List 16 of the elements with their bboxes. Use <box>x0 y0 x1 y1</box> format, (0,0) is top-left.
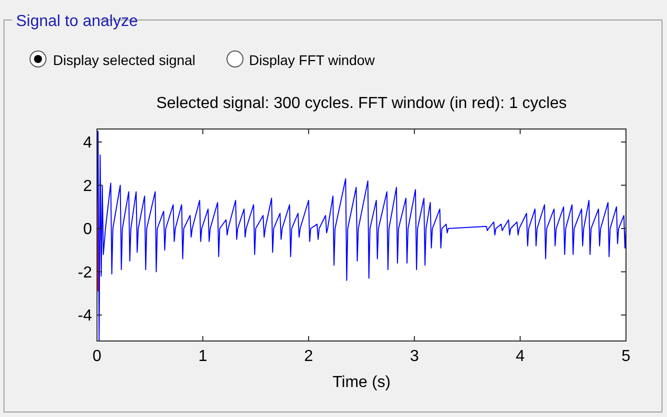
x-tick-label: 2 <box>304 348 314 365</box>
x-tick-label: 3 <box>410 348 419 365</box>
y-tick-label: 2 <box>83 178 92 195</box>
y-tick-label: 0 <box>83 221 92 238</box>
x-tick-label: 1 <box>198 348 208 365</box>
text: Display FFT window <box>249 52 376 68</box>
x-tick-label: 4 <box>516 348 525 365</box>
x-tick-label: 5 <box>622 348 631 365</box>
text: Signal to analyze <box>16 13 138 30</box>
y-tick-label: 4 <box>83 134 92 152</box>
x-axis-title: Time (s) <box>332 374 391 391</box>
y-tick-label: -4 <box>78 308 92 325</box>
chart-title: Selected signal: 300 cycles. FFT window (in red): 1 cycles <box>156 95 567 112</box>
line-series <box>96 130 626 342</box>
text: Display selected signal <box>53 52 196 68</box>
y-tick-label: -2 <box>78 264 92 282</box>
